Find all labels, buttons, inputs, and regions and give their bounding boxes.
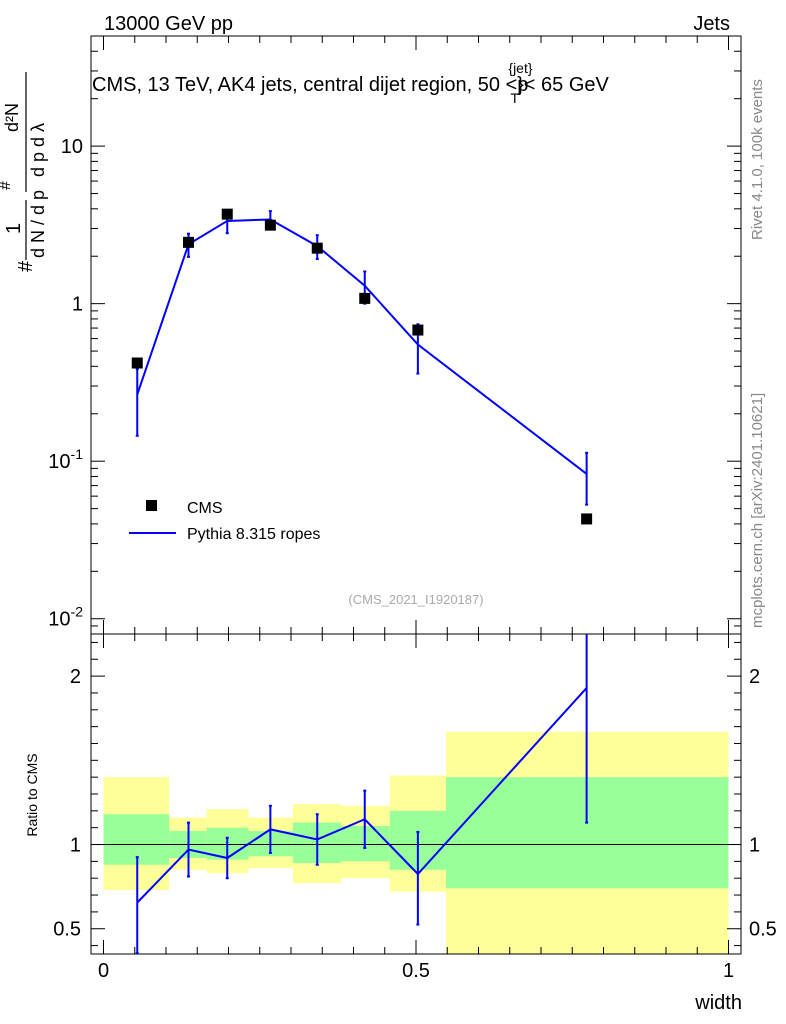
main-y-axis-label: # 1 d N / d p # d²N d p d λ [0, 72, 48, 272]
main-y-tick-label: 10 [61, 136, 83, 158]
x-tick-label: 1 [723, 960, 734, 982]
data-point [131, 357, 143, 369]
main-y-tick-label: 1 [72, 294, 83, 316]
ratio-y-tick-label: 1 [70, 835, 81, 857]
data-point [264, 219, 276, 231]
ratio-frame [90, 633, 742, 955]
ratio-y-tick-label: 1 [749, 835, 760, 857]
main-y-tick-label: 10-1 [48, 446, 83, 473]
svg-text:#: # [15, 260, 37, 272]
main-panel: 10-2 10-1 1 10 [48, 35, 742, 635]
mcplots-label: mcplots.cern.ch [arXiv:2401.10621] [749, 393, 766, 628]
legend-mc-label: Pythia 8.315 ropes [187, 526, 320, 543]
data-point [581, 513, 593, 525]
rivet-version-label: Rivet 4.1.0, 100k events [749, 79, 766, 240]
ratio-y-tick-label: 0.5 [749, 919, 777, 941]
analysis-id: (CMS_2021_I1920187) [348, 592, 483, 607]
data-point [311, 242, 323, 254]
energy-label: 13000 GeV pp [104, 13, 233, 35]
data-point [412, 324, 424, 336]
ratio-y-tick-label: 2 [70, 666, 81, 688]
ratio-y-tick-label: 2 [749, 666, 760, 688]
category-label: Jets [693, 13, 730, 35]
svg-text:1: 1 [3, 223, 25, 234]
x-tick-label: 0.5 [402, 960, 430, 982]
mc-series-line [136, 218, 588, 475]
main-y-tick-label: 10-2 [48, 604, 83, 631]
legend-data-label: CMS [187, 500, 223, 517]
ratio-mc-line [136, 687, 588, 904]
ratio-panel: 0 0.5 1 0.5 0.5 1 1 2 2 [53, 633, 777, 982]
plot-title: CMS, 13 TeV, AK4 jets, central dijet reg… [92, 60, 609, 106]
svg-text:d²N: d²N [2, 103, 22, 132]
data-point [183, 236, 194, 248]
svg-text:d N / d p: d N / d p [28, 190, 48, 258]
data-point [221, 208, 233, 220]
x-tick-label: 0 [98, 960, 109, 982]
ratio-y-axis-label: Ratio to CMS [24, 753, 40, 836]
svg-text:d p d λ: d p d λ [28, 123, 48, 177]
data-point [359, 292, 371, 304]
ratio-y-tick-label: 0.5 [53, 919, 81, 941]
legend-data-marker [146, 500, 157, 511]
x-axis-label: width [694, 992, 742, 1014]
svg-text:#: # [0, 181, 14, 190]
